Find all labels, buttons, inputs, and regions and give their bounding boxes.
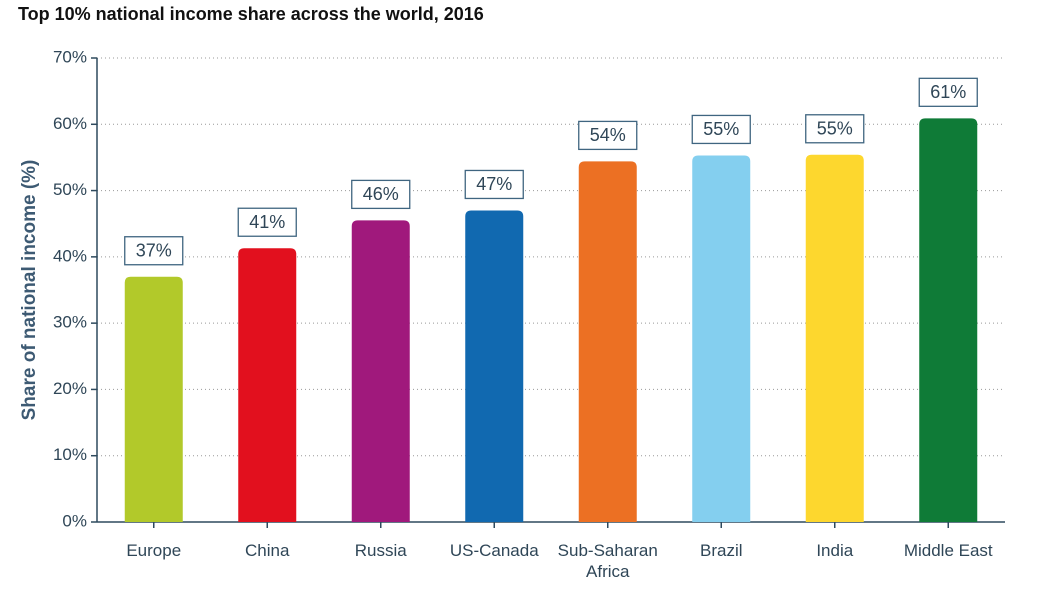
x-tick-label: India [816, 541, 854, 560]
bar [919, 118, 978, 522]
value-label-box [351, 179, 411, 210]
y-tick-label: 0% [62, 511, 87, 530]
value-label-box [124, 236, 184, 266]
value-label-box [578, 120, 638, 151]
x-tick-label: Sub-Saharan Africa [557, 541, 658, 581]
x-tick-label: Middle East [903, 541, 993, 560]
value-label-box [464, 169, 524, 200]
y-tick-label: 70% [53, 47, 87, 66]
value-label: 41% [249, 212, 285, 232]
x-tick-label: Europe [126, 541, 182, 560]
value-label: 61% [930, 82, 966, 102]
y-tick-label: 40% [53, 246, 87, 265]
value-label-box [691, 114, 751, 145]
x-tick-label: China [245, 541, 290, 560]
x-tick-label: US-Canada [449, 541, 539, 560]
chart-title: Top 10% national income share across the… [18, 4, 484, 24]
value-label: 54% [590, 125, 626, 145]
bar [692, 155, 751, 522]
y-tick-label: 50% [53, 180, 87, 199]
bar [465, 210, 524, 522]
bar [578, 161, 637, 523]
bar [805, 154, 864, 522]
x-tick-label: Brazil [699, 541, 743, 560]
value-label-box [237, 207, 297, 237]
x-tick-label: Russia [354, 541, 407, 560]
value-label: 55% [703, 119, 739, 139]
value-label: 37% [136, 240, 172, 260]
y-tick-label: 60% [53, 114, 87, 133]
bar [238, 248, 297, 523]
value-label: 46% [363, 184, 399, 204]
y-tick-label: 30% [53, 313, 87, 332]
value-label-box [805, 114, 865, 144]
y-tick-label: 10% [53, 445, 87, 464]
value-label: 47% [476, 174, 512, 194]
bar [124, 276, 183, 522]
bar [351, 220, 410, 522]
value-label: 55% [817, 119, 853, 139]
y-axis-label: Share of national income (%) [19, 160, 40, 421]
y-tick-label: 20% [53, 379, 87, 398]
value-label-box [918, 77, 978, 107]
